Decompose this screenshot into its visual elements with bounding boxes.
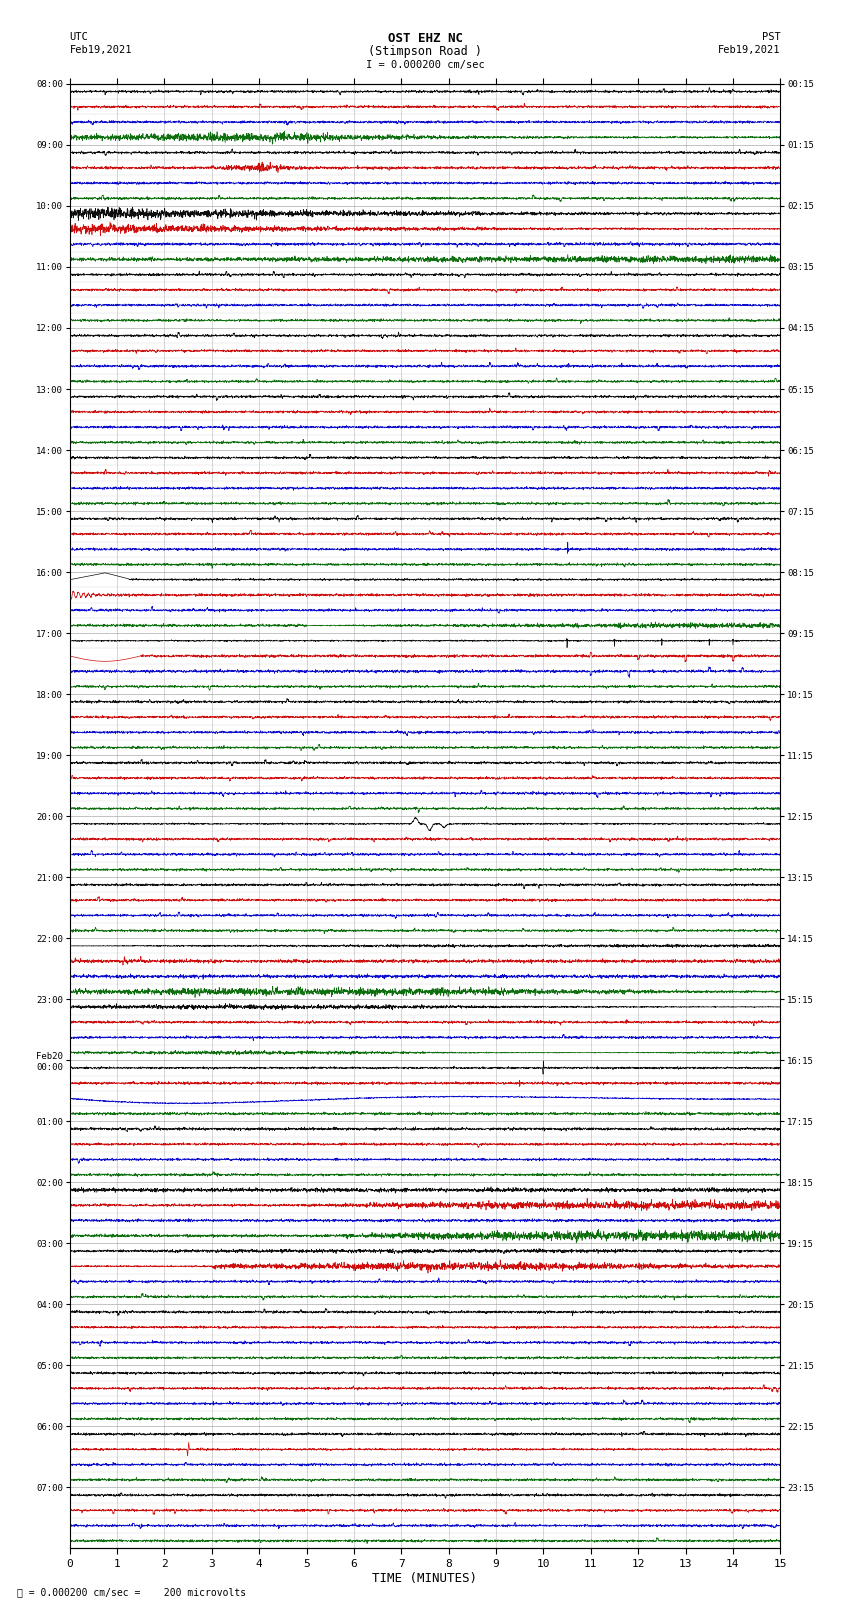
Text: Feb19,2021: Feb19,2021 xyxy=(717,45,780,55)
X-axis label: TIME (MINUTES): TIME (MINUTES) xyxy=(372,1571,478,1584)
Text: Feb19,2021: Feb19,2021 xyxy=(70,45,133,55)
Text: ⏐ = 0.000200 cm/sec =    200 microvolts: ⏐ = 0.000200 cm/sec = 200 microvolts xyxy=(17,1587,246,1597)
Text: I = 0.000200 cm/sec: I = 0.000200 cm/sec xyxy=(366,60,484,69)
Text: PST: PST xyxy=(762,32,780,42)
Text: OST EHZ NC: OST EHZ NC xyxy=(388,32,462,45)
Text: (Stimpson Road ): (Stimpson Road ) xyxy=(368,45,482,58)
Text: UTC: UTC xyxy=(70,32,88,42)
